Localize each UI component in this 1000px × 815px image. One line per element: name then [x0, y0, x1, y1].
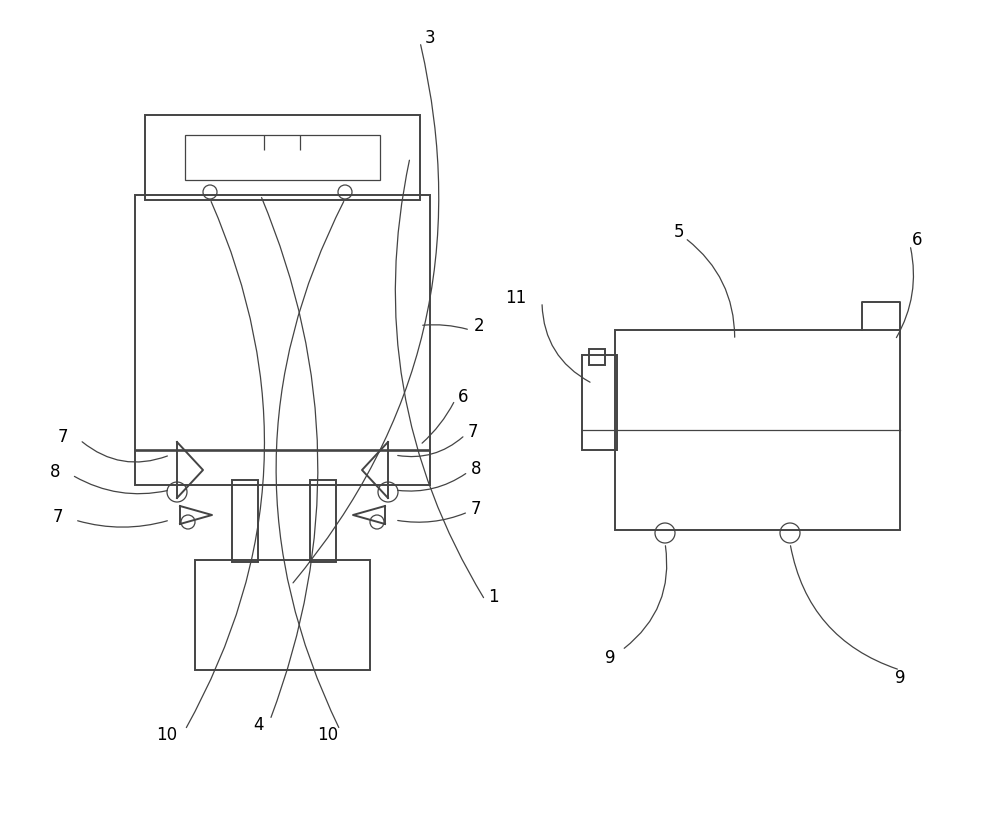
Bar — [185, 135, 380, 180]
Text: 1: 1 — [488, 588, 499, 606]
Text: 3: 3 — [425, 29, 436, 47]
Text: 8: 8 — [50, 463, 60, 481]
Bar — [589, 349, 605, 365]
Text: 9: 9 — [895, 669, 905, 687]
Text: 7: 7 — [52, 508, 63, 526]
Text: 6: 6 — [912, 231, 922, 249]
Text: 7: 7 — [58, 428, 68, 446]
Text: 7: 7 — [468, 423, 479, 441]
Bar — [145, 115, 420, 200]
Text: 7: 7 — [471, 500, 482, 518]
Bar — [310, 480, 336, 562]
Bar — [195, 560, 370, 670]
Text: 6: 6 — [458, 388, 468, 406]
Text: 9: 9 — [605, 649, 615, 667]
Text: 10: 10 — [156, 726, 178, 744]
Bar — [615, 330, 900, 530]
Text: 4: 4 — [253, 716, 263, 734]
Text: 10: 10 — [317, 726, 339, 744]
Text: 8: 8 — [471, 460, 482, 478]
Bar — [135, 195, 430, 485]
Bar — [232, 480, 258, 562]
Text: 11: 11 — [505, 289, 526, 307]
Bar — [582, 355, 617, 450]
Text: 2: 2 — [474, 317, 485, 335]
Text: 5: 5 — [674, 223, 684, 241]
